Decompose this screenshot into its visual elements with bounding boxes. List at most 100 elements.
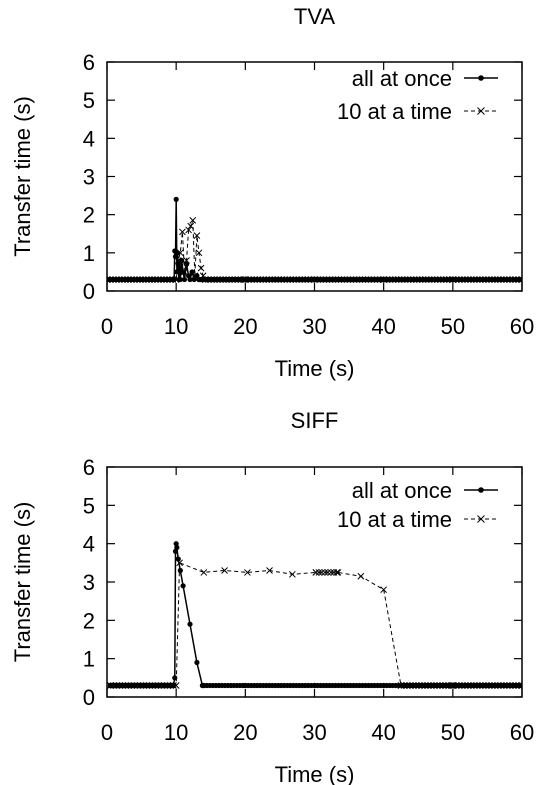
data-point <box>332 276 339 283</box>
x-tick-label: 0 <box>101 720 113 745</box>
data-point <box>479 682 487 689</box>
data-point <box>470 682 478 689</box>
data-point <box>427 682 435 689</box>
data-point <box>503 276 511 283</box>
data-point <box>133 276 141 283</box>
data-point <box>174 544 180 551</box>
data-point <box>234 276 242 283</box>
data-point <box>464 682 472 689</box>
data-point <box>334 569 342 576</box>
data-point <box>404 276 412 283</box>
data-point <box>413 276 421 283</box>
data-point <box>509 276 517 283</box>
data-point <box>304 276 312 283</box>
data-point <box>172 682 180 689</box>
data-point <box>371 276 378 283</box>
data-point <box>167 682 174 689</box>
plot-frame <box>106 466 523 698</box>
data-point <box>461 682 469 689</box>
data-point <box>512 276 520 283</box>
data-point <box>440 276 448 283</box>
data-point <box>130 276 138 283</box>
data-point <box>506 276 514 283</box>
x-tick-label: 60 <box>510 720 534 745</box>
data-point <box>292 276 300 283</box>
data-point <box>431 276 439 283</box>
x-tick-label: 50 <box>441 720 465 745</box>
y-tick-label: 0 <box>83 279 95 304</box>
data-point <box>158 682 165 689</box>
data-point <box>327 569 335 576</box>
legend-marker <box>478 75 484 81</box>
y-tick-label: 5 <box>83 88 95 113</box>
data-point <box>145 276 153 283</box>
data-point <box>389 276 397 283</box>
chart-panel-tva: TVA 0 10 20 30 40 50 60 0 1 2 3 4 5 6 Time (s) Transfer … <box>10 4 534 381</box>
data-point <box>250 276 258 283</box>
data-point <box>110 682 117 689</box>
data-point <box>312 569 320 576</box>
y-tick-label: 5 <box>83 493 95 518</box>
data-point <box>368 276 375 283</box>
data-point <box>470 276 478 283</box>
y-tick-label: 3 <box>83 165 95 190</box>
x-axis-label: Time (s) <box>275 762 355 785</box>
y-tick-label: 2 <box>83 608 95 633</box>
data-point <box>289 276 297 283</box>
data-point <box>247 276 255 283</box>
data-point <box>149 682 156 689</box>
data-point <box>131 682 138 689</box>
data-point <box>488 276 496 283</box>
legend-label: 10 at a time <box>337 507 452 532</box>
data-point <box>410 276 418 283</box>
data-point <box>509 682 517 689</box>
data-point <box>442 682 450 689</box>
data-point <box>201 276 209 283</box>
data-point <box>118 276 126 283</box>
data-point <box>434 276 442 283</box>
data-point <box>139 276 147 283</box>
data-point <box>193 232 201 240</box>
x-tick-label: 30 <box>302 314 326 339</box>
data-point <box>256 276 264 283</box>
data-point <box>397 682 405 689</box>
series-line <box>107 199 522 283</box>
data-point <box>415 682 423 689</box>
x-tick-label: 20 <box>233 314 257 339</box>
data-point <box>317 276 324 283</box>
data-point <box>170 682 177 689</box>
series-line <box>110 562 522 686</box>
data-point <box>403 682 411 689</box>
data-point <box>406 682 414 689</box>
data-point <box>295 276 303 283</box>
data-point <box>187 276 193 283</box>
data-point <box>216 276 224 283</box>
data-point <box>500 276 508 283</box>
data-point <box>515 276 522 283</box>
data-point <box>262 276 270 283</box>
data-point <box>169 276 177 283</box>
data-point <box>335 276 342 283</box>
data-point <box>134 682 141 689</box>
data-point <box>473 276 481 283</box>
data-point <box>195 249 203 257</box>
data-point <box>485 276 493 283</box>
data-point <box>160 276 168 283</box>
plot-frame <box>106 61 523 292</box>
data-point <box>449 682 457 689</box>
data-point <box>479 276 487 283</box>
data-point <box>357 572 365 580</box>
data-point <box>421 682 429 689</box>
data-point <box>488 682 496 689</box>
data-point <box>458 682 466 689</box>
legend-marker <box>477 515 485 523</box>
data-point <box>119 682 126 689</box>
data-point <box>189 217 197 224</box>
data-point <box>446 276 454 283</box>
y-tick-label: 6 <box>83 455 95 480</box>
data-point <box>122 682 129 689</box>
y-tick-label: 2 <box>83 203 95 228</box>
data-point <box>177 567 183 574</box>
data-point <box>124 276 132 283</box>
